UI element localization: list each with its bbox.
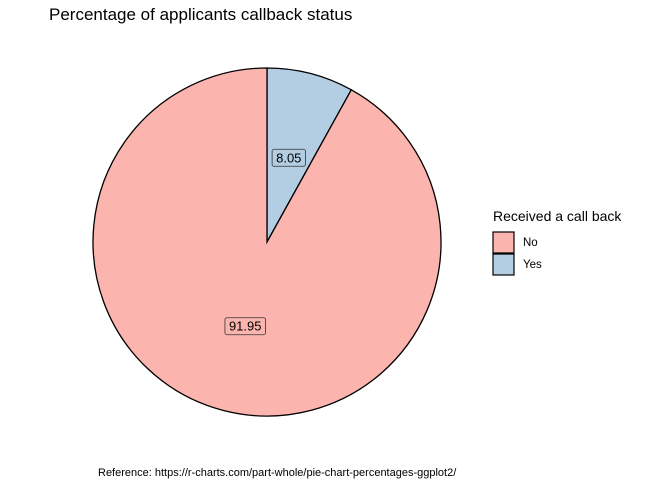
pie-slice-no [92, 67, 442, 417]
legend: Received a call back No Yes [492, 208, 622, 276]
slice-value-yes: 8.05 [276, 150, 301, 165]
legend-label-yes: Yes [523, 259, 542, 271]
slice-label-box-no [224, 317, 266, 336]
chart-title: Percentage of applicants callback status [49, 5, 352, 24]
legend-items: No Yes [492, 231, 542, 276]
legend-label-no: No [523, 237, 538, 249]
legend-title: Received a call back [493, 208, 622, 224]
slice-label-no: 91.95 [224, 317, 266, 336]
legend-key-no [492, 231, 515, 254]
pie-slice-yes [266, 67, 353, 245]
slice-labels: 8.05 91.95 [224, 148, 306, 336]
pie-slices [92, 67, 442, 417]
slice-value-no: 91.95 [229, 319, 262, 334]
slice-label-yes: 8.05 [271, 148, 306, 167]
legend-key-yes [492, 253, 515, 276]
chart-caption: Reference: https://r-charts.com/part-who… [98, 467, 457, 479]
slice-label-box-yes [271, 148, 306, 167]
